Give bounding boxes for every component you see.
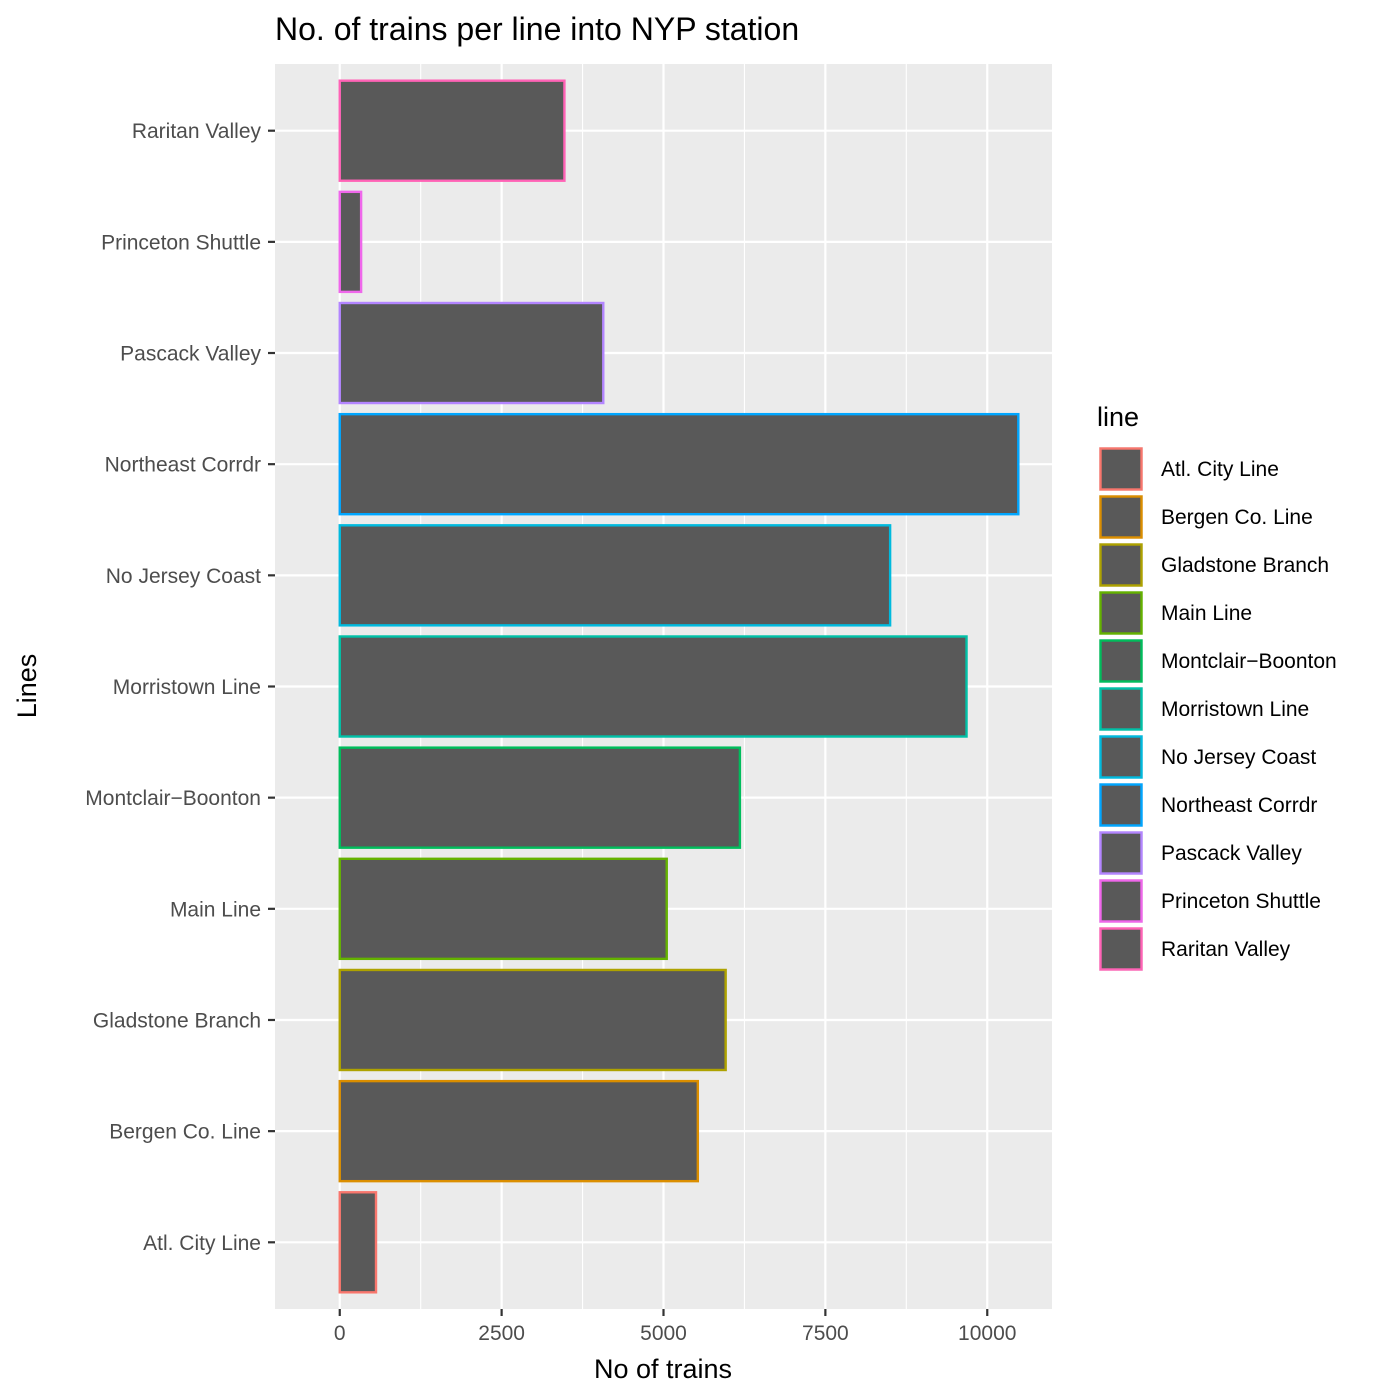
- bar: [338, 968, 727, 1072]
- y-tick-label: Princeton Shuttle: [101, 231, 261, 254]
- y-tick-label: Main Line: [170, 898, 261, 921]
- y-axis: Atl. City Line Bergen Co. Line Gladstone …: [85, 120, 275, 1255]
- bar: [338, 301, 605, 405]
- bars: [338, 79, 1020, 1294]
- legend-label: Princeton Shuttle: [1161, 890, 1321, 913]
- x-axis-title: No of trains: [594, 1354, 732, 1384]
- y-tick-label: Northeast Corrdr: [105, 454, 261, 477]
- legend-label: Bergen Co. Line: [1161, 506, 1313, 529]
- x-tick-label: 5000: [640, 1322, 687, 1345]
- bar: [338, 746, 742, 849]
- bar: [338, 412, 1020, 516]
- legend-label: No Jersey Coast: [1161, 746, 1316, 769]
- legend-title: line: [1097, 402, 1139, 432]
- x-tick-label: 10000: [958, 1322, 1016, 1345]
- y-tick-label: No Jersey Coast: [106, 565, 261, 588]
- legend-label: Atl. City Line: [1161, 458, 1279, 481]
- legend-key: [1099, 879, 1143, 923]
- legend-label: Northeast Corrdr: [1161, 794, 1317, 817]
- bar: [338, 1079, 700, 1183]
- legend-label: Raritan Valley: [1161, 938, 1291, 961]
- legend-key: [1099, 591, 1143, 635]
- legend-key: [1099, 447, 1143, 491]
- x-tick-label: 7500: [802, 1322, 849, 1345]
- y-tick-label: Bergen Co. Line: [109, 1121, 261, 1144]
- y-tick-label: Gladstone Branch: [93, 1009, 261, 1032]
- bar: [338, 1191, 378, 1294]
- legend-label: Main Line: [1161, 602, 1252, 625]
- legend-key: [1099, 687, 1143, 731]
- legend-label: Montclair−Boonton: [1161, 650, 1337, 673]
- y-tick-label: Morristown Line: [113, 676, 261, 699]
- bar: [338, 857, 668, 961]
- bar: [338, 79, 566, 182]
- bar: [338, 190, 363, 294]
- legend-key: [1099, 543, 1143, 587]
- y-axis-title: Lines: [12, 654, 42, 719]
- y-tick-label: Pascack Valley: [120, 343, 261, 366]
- legend-key: [1099, 495, 1143, 539]
- legend-label: Pascack Valley: [1161, 842, 1302, 865]
- y-tick-label: Montclair−Boonton: [85, 787, 261, 810]
- legend-label: Morristown Line: [1161, 698, 1309, 721]
- x-tick-label: 0: [334, 1322, 346, 1345]
- legend-key: [1099, 927, 1143, 971]
- legend-key: [1099, 783, 1143, 827]
- legend: line Atl. City Line Bergen Co. Line Gladst…: [1097, 402, 1337, 971]
- x-axis: 0 2500 5000 7500 10000: [334, 1309, 1016, 1345]
- bar: [338, 524, 892, 627]
- x-tick-label: 2500: [478, 1322, 525, 1345]
- legend-key: [1099, 831, 1143, 875]
- legend-key: [1099, 735, 1143, 779]
- legend-label: Gladstone Branch: [1161, 554, 1329, 577]
- legend-key: [1099, 639, 1143, 683]
- y-tick-label: Atl. City Line: [143, 1232, 261, 1255]
- y-tick-label: Raritan Valley: [132, 120, 262, 143]
- chart-title: No. of trains per line into NYP station: [275, 11, 799, 47]
- bar: [338, 635, 968, 738]
